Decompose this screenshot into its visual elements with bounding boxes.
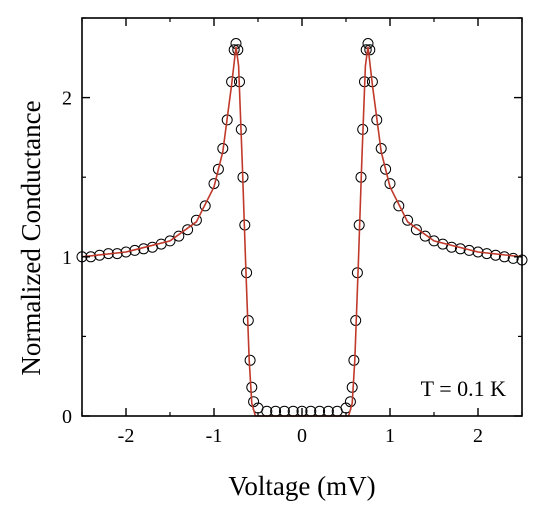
data-point (164, 235, 176, 247)
data-point (402, 214, 414, 226)
data-point (498, 251, 510, 263)
data-point (490, 249, 502, 261)
annotation-temperature: T = 0.1 K (421, 376, 506, 401)
data-point (419, 230, 431, 242)
data-marks (76, 38, 528, 417)
data-point (190, 214, 202, 226)
y-tick-label: 0 (62, 406, 72, 428)
data-point (410, 224, 422, 236)
y-axis-title: Normalized Conductance (16, 100, 46, 375)
y-tick-label: 2 (62, 88, 72, 110)
data-point (384, 178, 396, 190)
axis-ticks: -2 -1 0 1 2 0 1 2 (62, 17, 523, 447)
data-point (393, 200, 405, 212)
x-tick-label: 1 (385, 425, 395, 447)
plot-frame (81, 17, 523, 417)
x-tick-label: -2 (118, 425, 135, 447)
x-tick-label: 0 (297, 425, 307, 447)
x-tick-label: 2 (473, 425, 483, 447)
data-point (173, 230, 185, 242)
data-point (507, 252, 519, 264)
data-point (344, 396, 356, 408)
y-tick-label: 1 (62, 247, 72, 269)
data-point (199, 200, 211, 212)
data-point (228, 44, 240, 56)
fit-curve (81, 46, 523, 417)
data-point (212, 163, 224, 175)
data-point (364, 44, 376, 56)
x-tick-label: -1 (206, 425, 223, 447)
x-axis-title: Voltage (mV) (228, 471, 375, 501)
data-point (182, 224, 194, 236)
data-point (208, 178, 220, 190)
data-point (380, 163, 392, 175)
